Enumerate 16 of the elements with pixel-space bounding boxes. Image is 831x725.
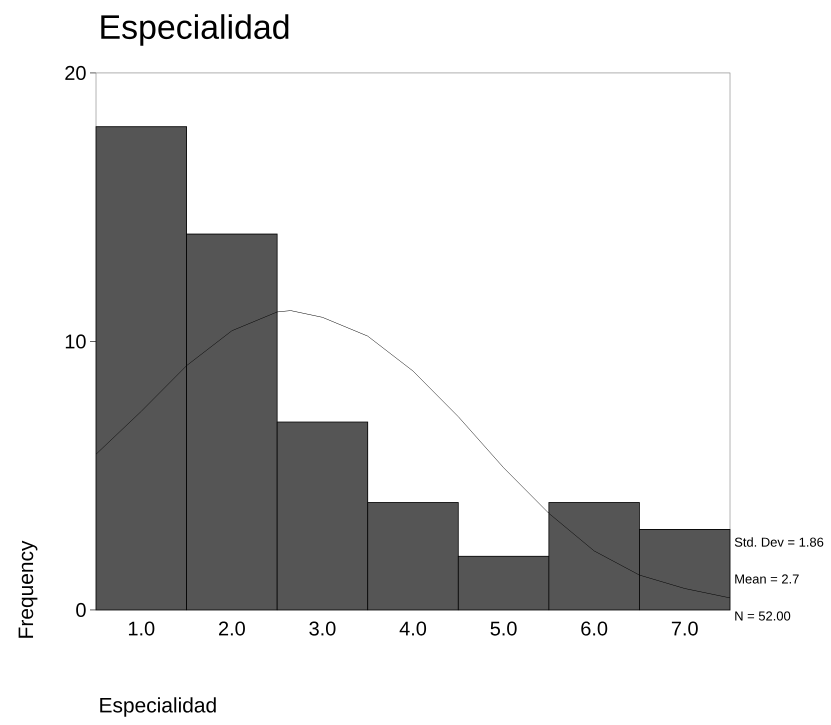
x-tick-label: 1.0 [128,622,154,636]
x-tick-label: 5.0 [490,622,517,636]
text: N = 52.00 [735,611,790,621]
x-tick-label: 6.0 [581,622,608,636]
y-tick-label: 0 [76,602,86,618]
text: Std. Dev = 1.86 [734,537,824,547]
y-axis-title: Frequency [18,540,38,638]
x-tick-label: 3.0 [309,622,336,636]
x-tick-label: 4.0 [400,622,426,636]
text: Mean = 2.7 [735,574,799,584]
y-tick-label: 10 [66,334,86,349]
x-tick-label: 2.0 [219,622,245,636]
chart-title: Especialidad [101,14,288,46]
x-tick-label: 7.0 [672,622,698,636]
y-tick-label: 20 [65,66,86,80]
x-axis-title: Especialidad [100,697,216,717]
